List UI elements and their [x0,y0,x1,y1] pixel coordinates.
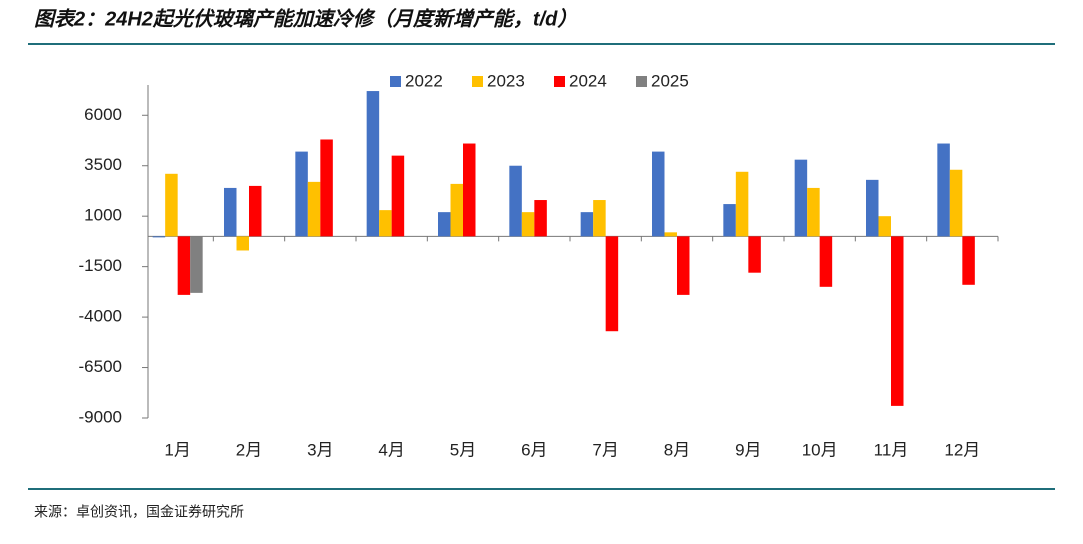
y-tick-label: 1000 [84,206,122,225]
x-tick-label: 11月 [874,440,909,459]
bar [463,143,476,237]
bar [723,204,736,237]
legend-swatch [636,76,647,87]
x-tick-label: 3月 [307,440,333,459]
chart-title: 图表2：24H2起光伏玻璃产能加速冷修（月度新增产能，t/d） [34,7,577,30]
bar [190,236,203,293]
bar [807,187,820,237]
bar [819,236,833,287]
x-tick-label: 12月 [944,440,980,459]
x-tick-label: 5月 [450,440,476,459]
bar [937,143,950,237]
legend-label: 2023 [487,71,525,90]
bar [224,187,237,237]
legend-swatch [554,76,565,87]
bar [236,236,249,251]
y-tick-label: -1500 [79,256,122,275]
bar [878,216,891,237]
source-note: 来源：卓创资讯，国金证券研究所 [34,504,244,520]
bar [949,169,963,237]
x-tick-label: 10月 [802,440,838,459]
bar [450,183,463,237]
bar [249,185,262,237]
bar [593,200,606,237]
legend-label: 2025 [651,71,689,90]
bar [735,171,749,237]
bar [534,200,547,237]
y-tick-label: -9000 [79,407,122,426]
bar [748,236,761,273]
x-tick-label: 7月 [592,440,618,459]
bar [152,236,166,238]
bar [866,179,879,237]
bar [177,236,191,295]
bar [605,236,619,332]
bar [295,151,308,237]
y-tick-label: -4000 [79,307,122,326]
x-tick-label: 8月 [664,440,690,459]
legend-label: 2022 [405,71,443,90]
bar [521,212,535,237]
y-tick-label: 6000 [84,105,122,124]
bar [664,232,677,237]
bar [652,151,665,237]
x-tick-label: 9月 [735,440,761,459]
bar [794,159,808,237]
bar [509,165,522,237]
bar [438,212,451,237]
bar [962,236,975,285]
bar [307,181,321,237]
legend-swatch [390,76,401,87]
y-tick-label: -6500 [79,357,122,376]
legend-label: 2024 [569,71,607,90]
bar [391,155,405,237]
bar [891,236,904,406]
y-tick-label: 3500 [84,155,122,174]
x-tick-label: 4月 [378,440,404,459]
x-tick-label: 1月 [164,440,190,459]
bar [677,236,690,295]
bar [379,210,392,237]
legend-swatch [472,76,483,87]
bar [580,212,594,237]
bar [165,173,178,237]
bar [320,139,333,237]
x-tick-label: 6月 [521,440,547,459]
bar [366,91,380,237]
x-tick-label: 2月 [236,440,262,459]
